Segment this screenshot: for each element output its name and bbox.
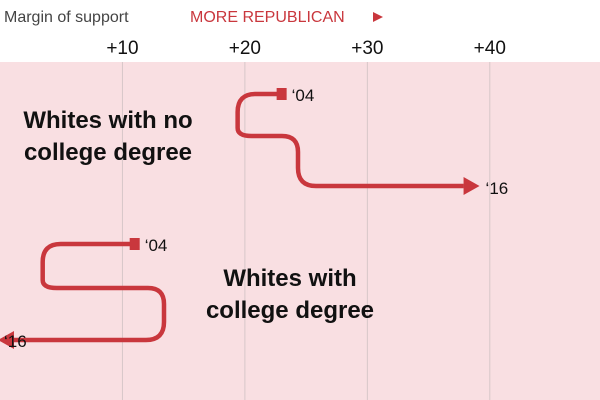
x-tick-label: +20 bbox=[229, 38, 261, 59]
x-tick-label: +40 bbox=[474, 38, 506, 59]
series-start-marker bbox=[129, 238, 140, 250]
series-end-label: ‘16 bbox=[486, 179, 509, 198]
x-tick-label: +30 bbox=[351, 38, 383, 59]
annotation-label: college degree bbox=[206, 297, 374, 324]
series-end-arrow-icon bbox=[0, 331, 14, 349]
series-start-label: ‘04 bbox=[292, 86, 315, 105]
annotation-label: Whites with bbox=[223, 265, 356, 292]
series-end-label: ‘16 bbox=[4, 332, 27, 351]
series-start-label: ‘04 bbox=[145, 236, 168, 255]
axis-caption: Margin of support bbox=[4, 9, 129, 26]
plot-background bbox=[0, 62, 600, 400]
direction-label: MORE REPUBLICAN bbox=[190, 9, 345, 26]
series-start-marker bbox=[276, 88, 287, 100]
x-tick-label: +10 bbox=[106, 38, 138, 59]
annotation-label: college degree bbox=[24, 139, 192, 166]
annotation-label: Whites with no bbox=[23, 107, 192, 134]
series-line-college bbox=[14, 241, 167, 343]
direction-arrow-icon bbox=[373, 12, 383, 22]
series-line-no-college bbox=[235, 91, 464, 189]
series-end-arrow-icon bbox=[463, 177, 480, 195]
